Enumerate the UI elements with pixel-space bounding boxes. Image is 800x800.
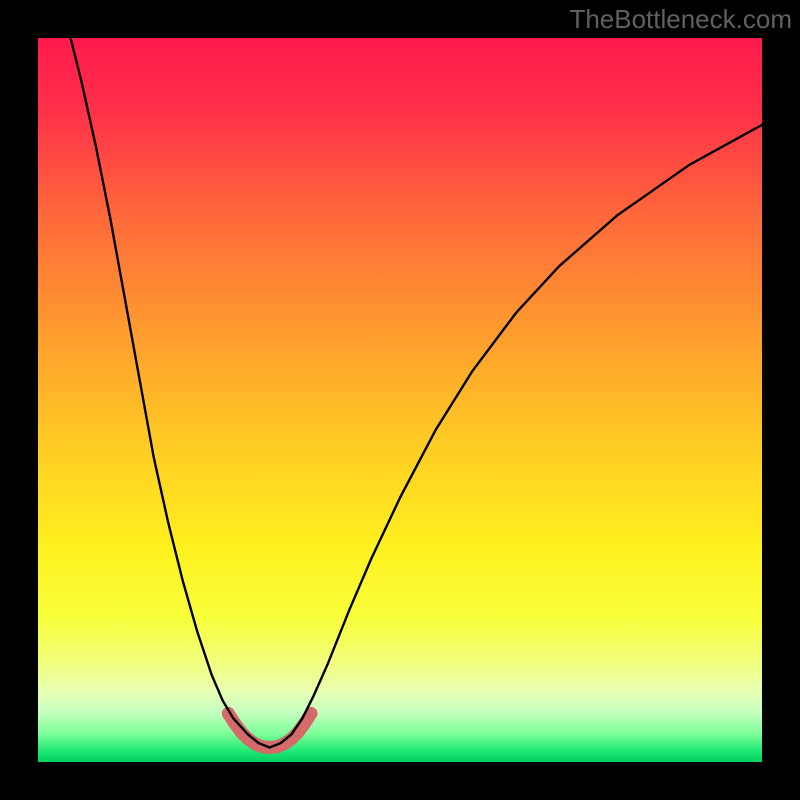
- bottleneck-curve: [71, 38, 762, 748]
- watermark-text: TheBottleneck.com: [569, 4, 792, 35]
- plot-area: [38, 38, 762, 762]
- curve-layer: [38, 38, 762, 762]
